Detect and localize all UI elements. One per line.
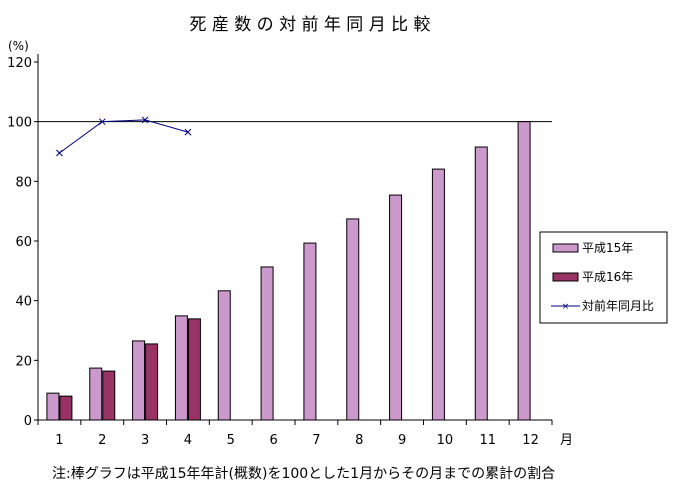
x-tick-label: 10 (437, 433, 454, 448)
svg-text:×: × (562, 302, 570, 312)
bar-h15 (474, 146, 488, 421)
bar-h15 (89, 367, 103, 421)
bar-h16 (59, 395, 73, 421)
bar-h16 (145, 343, 159, 421)
ratio-point (56, 149, 63, 157)
x-tick-label: 7 (312, 433, 320, 448)
ratio-point (98, 118, 106, 126)
bar-h15 (132, 340, 146, 421)
x-tick-label: 3 (141, 433, 149, 448)
legend: 平成15年 平成16年 × 対前年同月比 (539, 231, 668, 324)
x-tick-label: 1 (55, 433, 63, 448)
bar-h15 (389, 194, 403, 421)
x-axis-label: 月 (560, 433, 573, 448)
bar-h16 (102, 370, 116, 421)
legend-swatch-h15 (552, 243, 579, 253)
bar-h15 (217, 290, 231, 421)
legend-swatch-h16 (552, 272, 579, 282)
y-tick-label: 100 (7, 116, 32, 131)
bar-h15 (431, 168, 445, 421)
x-tick-label: 11 (479, 433, 496, 448)
bar-h15 (517, 121, 531, 421)
y-tick-label: 120 (7, 56, 32, 71)
x-tick-label: 9 (398, 433, 406, 448)
bar-h15 (174, 315, 188, 421)
bar-h15 (303, 242, 317, 421)
y-tick-label: 40 (15, 295, 32, 310)
legend-label-h16: 平成16年 (582, 270, 633, 284)
x-tick-label: 12 (522, 433, 539, 448)
ratio-point (184, 128, 192, 136)
bar-h16 (187, 318, 201, 421)
x-tick-label: 5 (227, 433, 235, 448)
footnote: 注:棒グラフは平成15年年計(概数)を100とした1月からその月までの累計の割合 (52, 465, 555, 482)
x-tick-label: 8 (355, 433, 363, 448)
bar-h15 (260, 266, 274, 421)
legend-label-h15: 平成15年 (582, 241, 633, 255)
y-tick-label: 80 (15, 175, 32, 190)
x-tick-label: 4 (184, 433, 192, 448)
y-axis-label: (%) (8, 39, 29, 53)
ratio-point (141, 116, 149, 124)
x-tick-label: 6 (269, 433, 277, 448)
bar-h15 (46, 392, 60, 421)
bar-h15 (346, 218, 360, 421)
x-tick-label: 2 (98, 433, 106, 448)
y-tick-label: 20 (15, 354, 32, 369)
chart-title: 死 産 数 の 対 前 年 同 月 比 較 (189, 15, 430, 35)
ratio-line (59, 119, 189, 154)
y-tick-label: 0 (24, 414, 32, 429)
y-tick-label: 60 (15, 235, 32, 250)
legend-label-ratio: 対前年同月比 (582, 298, 654, 313)
